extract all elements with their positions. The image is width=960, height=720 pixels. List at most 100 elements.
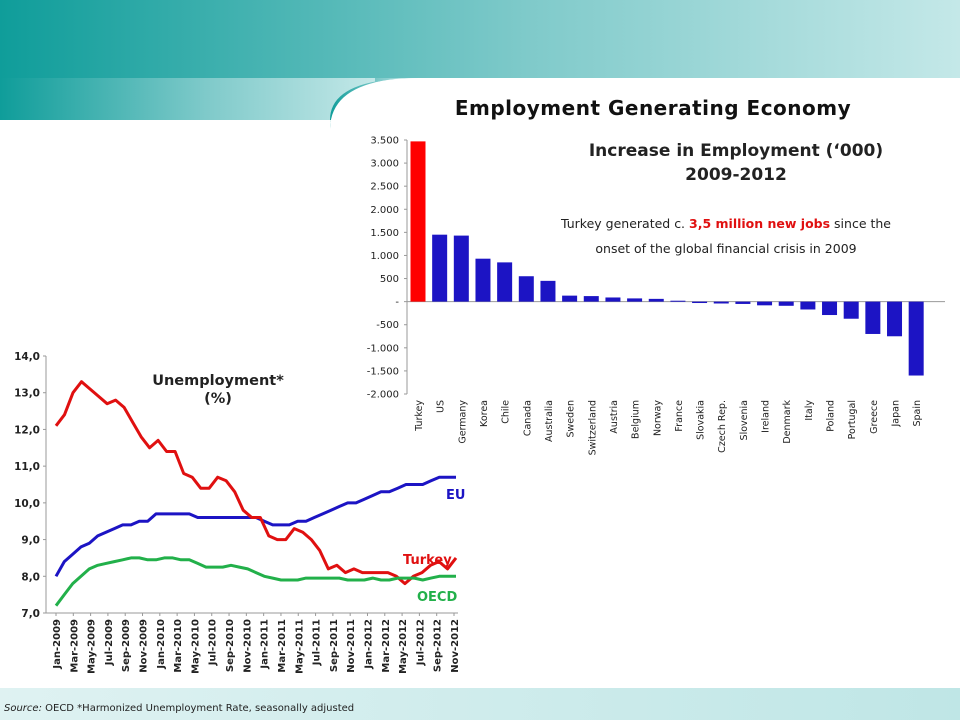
bar [822,301,838,316]
employment-bar-chart: 3.500 3.000 2.500 2.000 1.500 1.000 500 - -500 -1… [367,136,945,455]
line-y-tick-label: 12,0 [14,424,40,436]
line-x-tick-label: Nov-2009 [139,619,150,673]
bar-category-label: Japan [891,400,902,428]
bar-category-label: Canada [522,400,533,436]
bar-annotation-line1: Turkey generated c. 3,5 million new jobs… [560,216,891,231]
bar-category-label: Sweden [566,400,577,438]
bar-category-label: Italy [804,400,815,421]
line-x-tick-label: Jan-2010 [156,619,167,670]
bar [843,301,859,319]
header-left-block [0,78,375,120]
line-y-tick-label: 13,0 [14,388,40,400]
line-x-tick-label: May-2011 [294,619,305,674]
line-x-tick-label: Sep-2009 [121,619,132,672]
bar-chart-subtitle: 2009-2012 [685,165,787,185]
line-chart-subtitle: (%) [204,391,232,407]
series-label-turkey: Turkey [403,553,452,568]
bar-y-tick-label: 3.000 [370,159,399,170]
bar-y-tick-label: 1.500 [370,228,399,239]
bar-category-label: Ireland [761,400,772,433]
bar-category-label: Australia [544,400,555,442]
bar [908,301,924,376]
line-x-tick-label: Jan-2011 [260,619,271,670]
bar [800,301,816,310]
bar [518,276,534,302]
line-y-tick-label: 14,0 [14,351,40,363]
bar [627,298,643,302]
bar-y-tick-label: -1.000 [367,343,399,354]
bar-category-label: Denmark [782,400,793,444]
bar [778,301,794,306]
bar-y-tick-label: 2.500 [370,182,399,193]
line-x-tick-label: Nov-2011 [346,619,357,673]
line-x-tick-label: Jan-2009 [52,619,63,670]
series-line-turkey [54,380,458,586]
bar [692,301,708,304]
bar [410,141,426,302]
line-x-tick-label: May-2012 [398,619,409,674]
source-text: OECD *Harmonized Unemployment Rate, seas… [45,703,355,714]
line-x-tick-label: Mar-2011 [277,619,288,673]
bar-category-label: Czech Rep. [717,400,728,453]
line-x-tick-label: Jan-2012 [363,619,374,670]
bar [865,301,881,334]
annotation-highlight: 3,5 million new jobs [689,216,830,231]
source-note: Source: OECD *Harmonized Unemployment Ra… [4,703,354,714]
bar [562,295,578,302]
line-x-tick-label: Nov-2012 [450,619,461,673]
bar-annotation-line2: onset of the global financial crisis in … [595,241,856,256]
bar [583,296,599,302]
line-x-tick-label: Jul-2011 [312,619,323,666]
bar [757,301,773,306]
bar-category-label: US [436,400,447,413]
bar-category-label: Austria [609,400,620,434]
annotation-pre: Turkey generated c. [560,216,689,231]
bar-category-label: Germany [457,400,468,444]
bar [735,301,751,304]
series-label-eu: EU [446,488,465,503]
bar [605,297,621,302]
header-band [0,0,960,130]
header-bar [0,0,960,78]
bar [713,301,729,304]
bar-y-tick-label: -2.000 [367,390,399,401]
bar-category-label: Belgium [631,400,642,439]
line-x-tick-label: Mar-2009 [69,619,80,673]
bar-category-label: Switzerland [587,400,598,455]
bar-y-tick-label: 2.000 [370,205,399,216]
line-y-tick-label: 10,0 [14,498,40,510]
line-x-tick-label: May-2009 [87,619,98,674]
bar-category-label: France [674,400,685,432]
bar-y-tick-label: - [395,297,399,308]
line-x-tick-label: Nov-2010 [242,619,253,673]
line-x-tick-label: Sep-2010 [225,619,236,672]
bar [475,258,491,302]
bar [887,301,903,337]
bar-category-label: Slovakia [696,400,707,440]
bar-y-tick-label: -1.500 [367,366,399,377]
bar [432,234,448,302]
series-label-oecd: OECD [417,590,457,605]
line-x-tick-label: Mar-2012 [381,619,392,673]
bar [540,280,556,302]
bar-category-label: Korea [479,400,490,427]
line-y-tick-label: 7,0 [21,608,40,620]
line-y-tick-label: 11,0 [14,461,40,473]
line-x-tick-label: Jul-2010 [208,619,219,666]
line-x-tick-label: Jul-2009 [104,619,115,666]
line-x-tick-label: Jul-2012 [415,619,426,666]
line-x-tick-label: Sep-2011 [329,619,340,672]
bar-y-tick-label: 1.000 [370,251,399,262]
bar-category-label: Chile [501,400,512,424]
bar [453,235,469,302]
source-bar [0,688,960,720]
header-white-fill [0,120,330,130]
header-white-curve [330,78,960,130]
bar-category-label: Turkey [414,400,425,432]
bar-chart-title: Increase in Employment (‘000) [589,141,883,161]
bar-category-label: Norway [652,400,663,436]
line-x-tick-label: Sep-2012 [433,619,444,672]
bar-category-label: Slovenia [739,400,750,440]
line-chart-title: Unemployment* [152,373,284,389]
line-x-tick-label: May-2010 [190,619,201,674]
